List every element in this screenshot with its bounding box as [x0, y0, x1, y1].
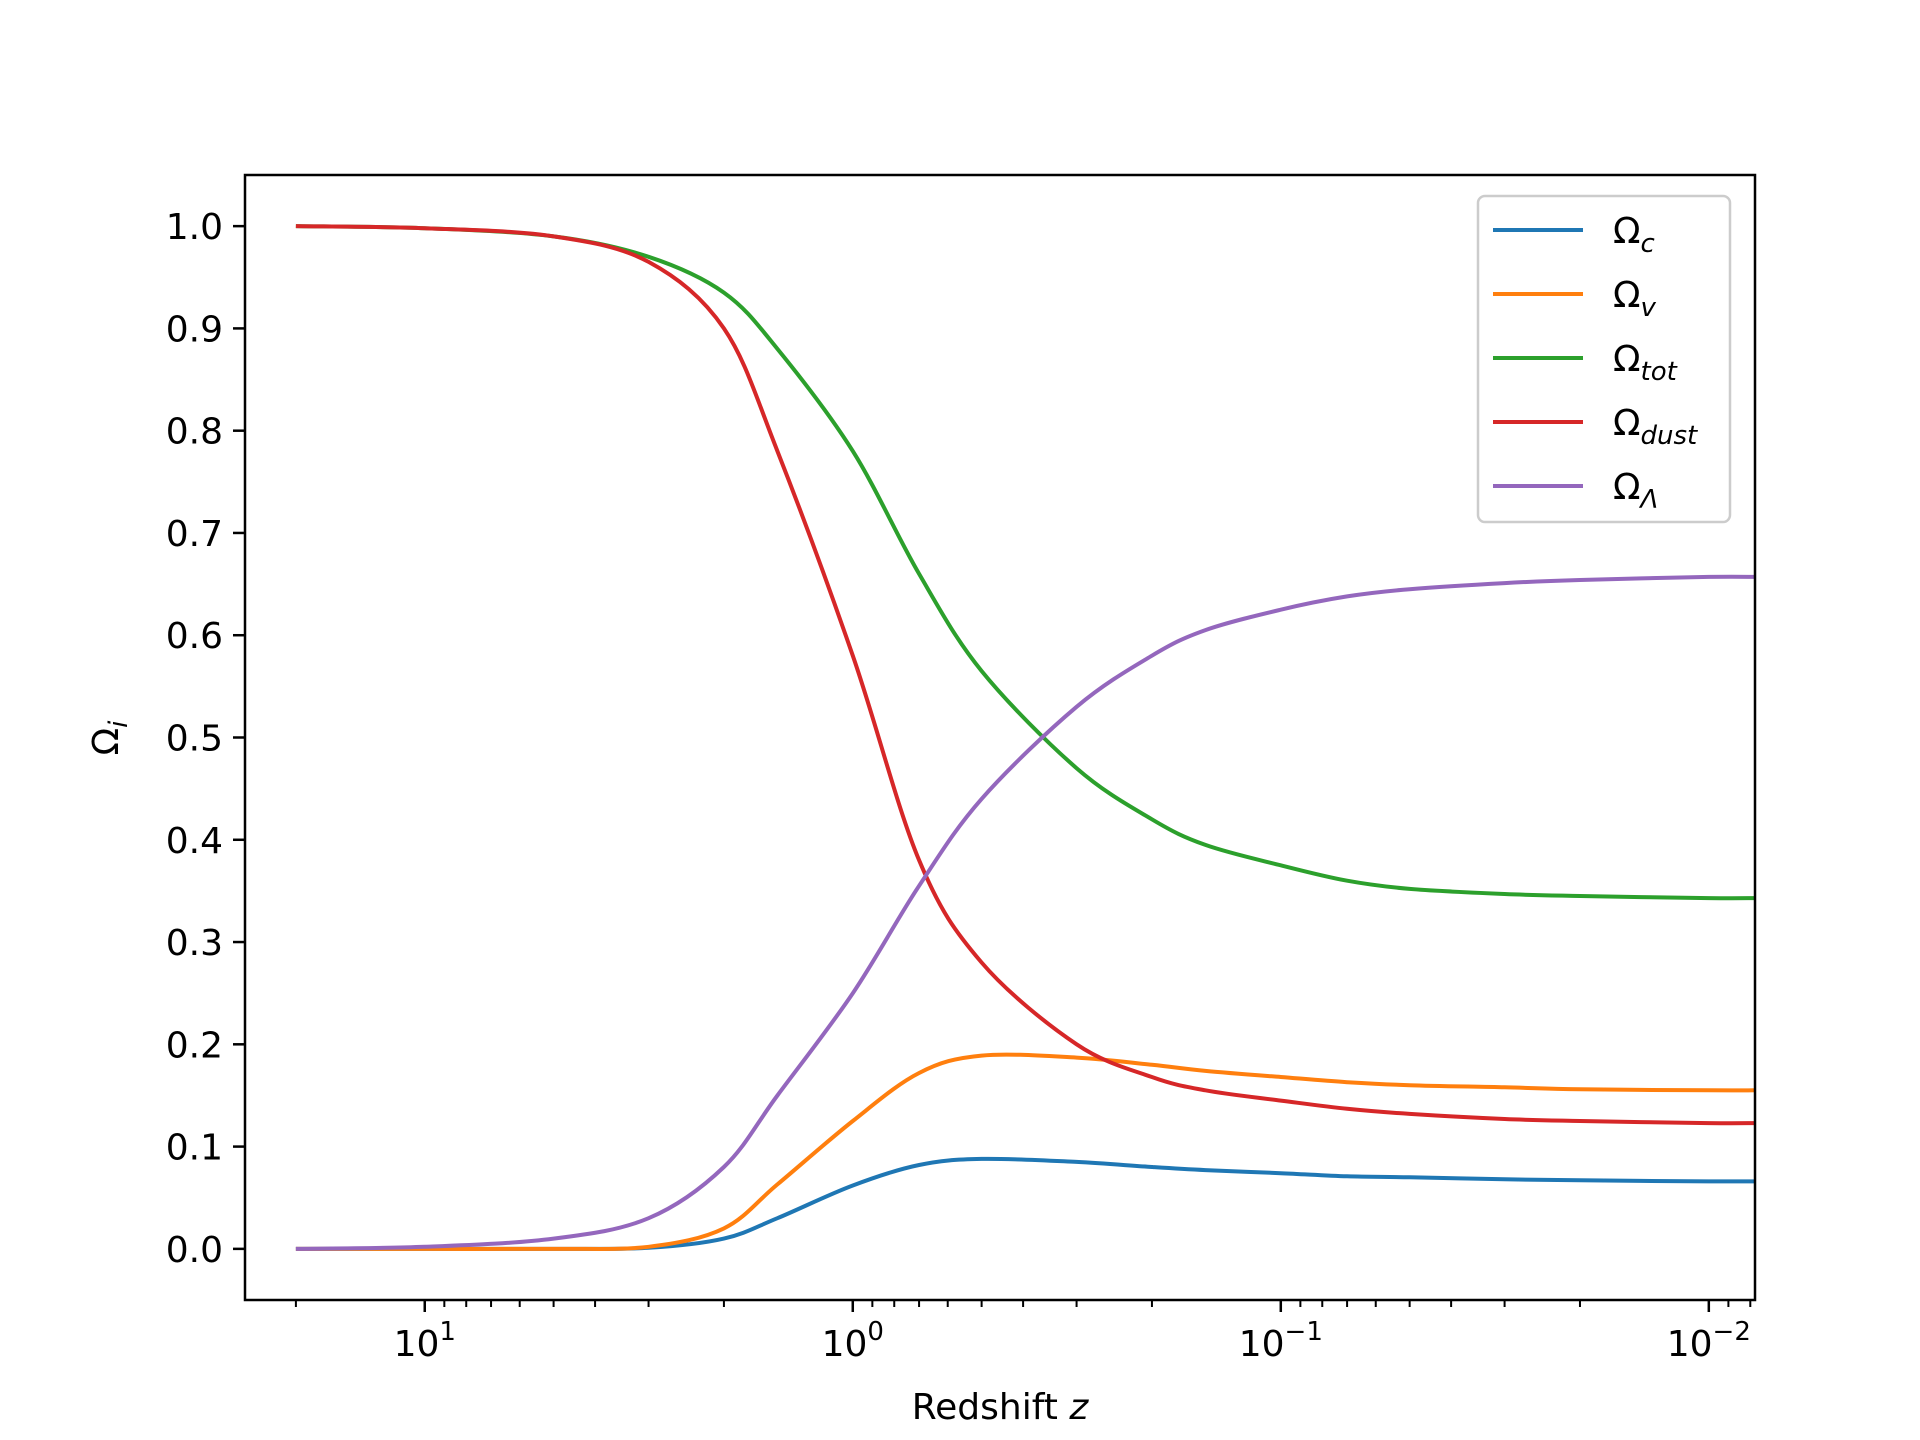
x-axis-label: Redshift z: [912, 1387, 1090, 1428]
x-tick-label: 10−2: [1667, 1317, 1751, 1365]
y-tick-label: 0.2: [166, 1025, 223, 1066]
legend: Ωc Ωv Ωtot Ωdust ΩΛ: [1476, 194, 1732, 524]
series-line-Λ: [295, 574, 1756, 1251]
series-line-dust: [295, 224, 1756, 1126]
x-tick-label: 101: [394, 1317, 456, 1365]
y-axis: 0.0 0.1 0.2 0.3 0.4 0.5 0.6 0.7 0.8 0.9 1.0: [166, 207, 245, 1271]
legend-label-Λ: ΩΛ: [1613, 467, 1658, 515]
series-line-v: [295, 1052, 1756, 1252]
y-tick-label: 0.9: [166, 309, 223, 350]
legend-label-v: Ωv: [1613, 275, 1657, 323]
x-tick-label: 10−1: [1239, 1317, 1323, 1365]
x-tick-label: 100: [822, 1317, 884, 1365]
legend-label-dust: Ωdust: [1613, 403, 1698, 451]
y-tick-label: 0.0: [166, 1230, 223, 1271]
y-tick-label: 0.7: [166, 514, 223, 555]
legend-box: [1476, 194, 1732, 524]
y-tick-label: 1.0: [166, 207, 223, 248]
y-axis-label-subscript: i: [104, 720, 134, 728]
legend-label-tot: Ωtot: [1613, 339, 1678, 387]
y-axis-label: Ωi: [86, 720, 134, 756]
x-axis-label-text: Redshift: [912, 1387, 1058, 1428]
x-axis: 101 100 10−1 10−2: [294, 1300, 1752, 1365]
y-tick-label: 0.6: [166, 616, 223, 657]
y-tick-label: 0.4: [166, 821, 223, 862]
y-tick-label: 0.8: [166, 412, 223, 453]
series-layer: [295, 224, 1756, 1252]
y-tick-label: 0.5: [166, 719, 223, 760]
legend-label-c: Ωc: [1613, 211, 1655, 259]
x-axis-label-variable: z: [1068, 1387, 1089, 1428]
y-tick-label: 0.3: [166, 923, 223, 964]
y-tick-label: 0.1: [166, 1128, 223, 1169]
y-axis-label-symbol: Ω: [86, 728, 127, 756]
